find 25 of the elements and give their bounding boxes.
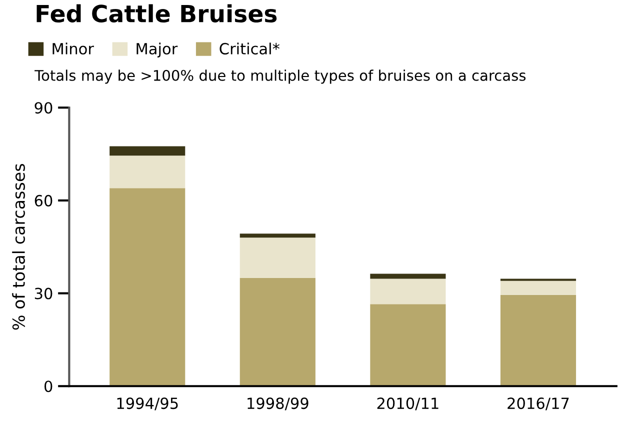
legend-label: Minor xyxy=(52,42,94,54)
chart-title: Fed Cattle Bruises xyxy=(36,4,277,22)
y-tick-label: 90 xyxy=(34,102,52,114)
bar xyxy=(370,274,446,279)
legend-label: Critical* xyxy=(220,42,280,54)
bar xyxy=(500,280,576,295)
chart-subtitle: Totals may be >100% due to multiple types of bruises on a carcass xyxy=(34,70,526,84)
y-axis-title: % of total carcasses xyxy=(12,164,25,330)
bar xyxy=(500,294,576,386)
bar xyxy=(110,146,186,156)
bar xyxy=(370,304,446,386)
bar xyxy=(240,238,316,278)
x-tick-label: 1998/99 xyxy=(248,398,308,410)
y-tick-label: 60 xyxy=(34,194,52,206)
x-tick-label: 2016/17 xyxy=(508,398,569,410)
y-tick-label: 30 xyxy=(34,288,52,300)
legend-label: Major xyxy=(136,42,178,58)
bar xyxy=(240,234,316,238)
y-tick-label: 0 xyxy=(44,380,52,392)
bar xyxy=(370,278,446,304)
bar xyxy=(110,188,186,386)
bar xyxy=(110,156,186,188)
x-tick-label: 2010/11 xyxy=(377,398,438,410)
x-tick-label: 1994/95 xyxy=(117,398,178,410)
bar xyxy=(240,278,316,386)
